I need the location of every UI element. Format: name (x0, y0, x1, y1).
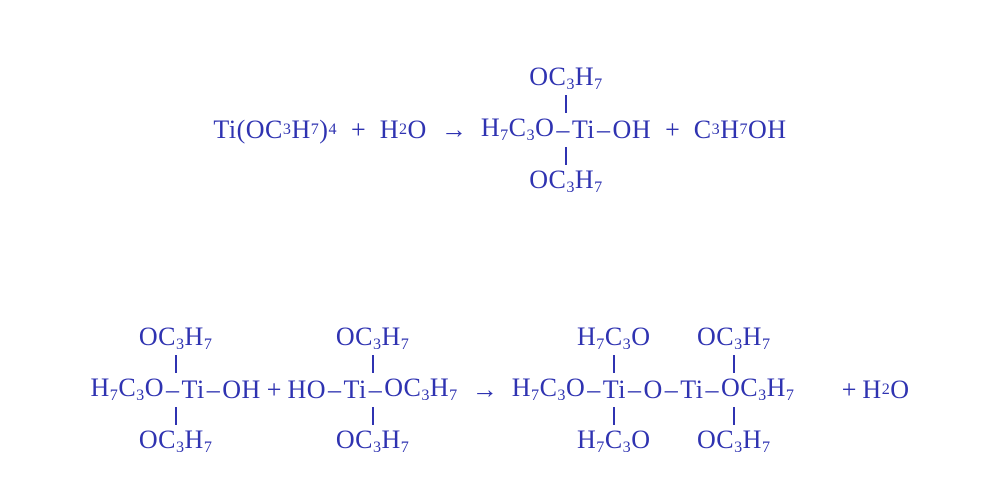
hbond-icon: – (205, 377, 223, 403)
r2-lhs-ti-a: OC3H7 H7C3O – Ti – OH OC3H7 (90, 324, 260, 455)
hbond-icon: – (164, 377, 182, 403)
ti-bot-sub: OC3H7 (139, 427, 213, 456)
hbond-icon: – (554, 117, 572, 143)
ti-bot-sub: OC3H7 (529, 167, 603, 196)
arrow-op: → (458, 375, 512, 405)
pair-bridge-o: O (643, 377, 662, 403)
vbond-icon (613, 355, 615, 373)
vbond-icon (372, 355, 374, 373)
hbond-icon: – (595, 117, 613, 143)
pair-bot-left: H7C3O (577, 427, 651, 456)
r2-lhs-ti-b: OC3H7 HO – Ti – OC3H7 OC3H7 (287, 324, 457, 455)
ti-top-sub: OC3H7 (529, 64, 603, 93)
vbond-icon (613, 407, 615, 425)
plus-op: + (651, 115, 694, 145)
reaction-1: Ti(OC3H7)4 + H2O → OC3H7 H7C3O – Ti – OH (0, 50, 1000, 210)
ti-center: Ti (182, 377, 205, 403)
ti-mid-row: H7C3O – Ti – OH (481, 115, 651, 144)
ti-east: OH (222, 377, 261, 403)
vbond-icon (565, 95, 567, 113)
vbond-icon (175, 407, 177, 425)
r1-lhs-term1: Ti(OC3H7)4 (213, 115, 337, 145)
pair-bot-right: OC3H7 (697, 427, 771, 456)
vbond-icon (733, 407, 735, 425)
hbond-icon: – (326, 377, 344, 403)
reaction-2: OC3H7 H7C3O – Ti – OH OC3H7 + (0, 300, 1000, 480)
r1-rhs-byproduct: C3H7OH (694, 115, 787, 145)
vbond-icon (733, 355, 735, 373)
ti-bot-sub: OC3H7 (336, 427, 410, 456)
hbond-icon: – (585, 377, 603, 403)
vbond-icon (565, 147, 567, 165)
r1-lhs-term2: H2O (380, 115, 427, 145)
hbond-icon: – (367, 377, 385, 403)
plus-op: + (261, 375, 288, 405)
pair-top-right: OC3H7 (697, 324, 771, 353)
r2-rhs-ti-pair: H7C3O OC3H7 H7C3O – Ti – (512, 324, 836, 455)
pair-east: OC3H7 (721, 375, 795, 404)
ti-center: Ti (344, 377, 367, 403)
pair-west: H7C3O (512, 375, 586, 404)
reaction-canvas: Ti(OC3H7)4 + H2O → OC3H7 H7C3O – Ti – OH (0, 0, 1000, 503)
pair-ti-right: Ti (680, 377, 703, 403)
pair-ti-left: Ti (603, 377, 626, 403)
ti-west: H7C3O (481, 115, 555, 144)
ti-east: OC3H7 (384, 375, 458, 404)
ti-west: HO (287, 377, 326, 403)
plus-op: + (836, 375, 863, 405)
ti-center: Ti (572, 117, 595, 143)
hbond-icon: – (626, 377, 644, 403)
ti-east: OH (613, 117, 652, 143)
vbond-icon (372, 407, 374, 425)
ti-top-sub: OC3H7 (139, 324, 213, 353)
arrow-op: → (427, 115, 481, 145)
hbond-icon: – (703, 377, 721, 403)
plus-op: + (337, 115, 380, 145)
vbond-icon (175, 355, 177, 373)
hbond-icon: – (663, 377, 681, 403)
r1-rhs-ti-block: OC3H7 H7C3O – Ti – OH OC3H7 (481, 64, 651, 195)
ti-west: H7C3O (90, 375, 164, 404)
pair-top-left: H7C3O (577, 324, 651, 353)
r2-rhs-byproduct: H2O (862, 375, 909, 405)
ti-top-sub: OC3H7 (336, 324, 410, 353)
